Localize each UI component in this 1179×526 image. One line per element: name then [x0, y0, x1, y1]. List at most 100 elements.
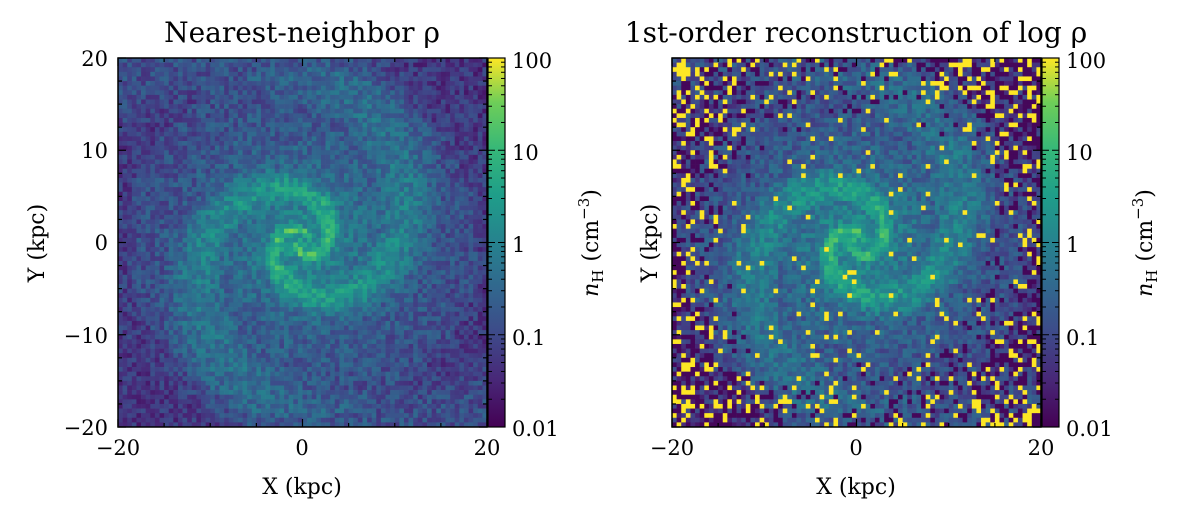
density-cell	[440, 311, 446, 317]
density-cell	[302, 200, 308, 206]
density-cell	[279, 339, 285, 345]
density-cell	[440, 108, 446, 114]
density-cell	[330, 274, 336, 280]
density-cell	[445, 274, 451, 280]
density-cell	[154, 136, 160, 142]
density-cell	[371, 81, 377, 87]
density-cell	[385, 270, 391, 276]
density-cell	[196, 113, 202, 119]
density-cell	[196, 339, 202, 345]
density-cell	[344, 127, 349, 133]
density-cell	[463, 237, 469, 243]
density-cell	[265, 260, 271, 266]
density-cell	[450, 187, 456, 193]
density-cell	[228, 265, 234, 271]
density-cell	[228, 247, 234, 253]
density-cell	[219, 260, 225, 266]
density-cell	[150, 293, 156, 299]
density-cell	[228, 224, 234, 230]
density-cell	[210, 330, 216, 336]
density-cell	[454, 58, 460, 63]
density-cell	[219, 228, 225, 234]
density-cell	[293, 251, 299, 257]
density-cell	[320, 113, 326, 119]
density-cell	[279, 274, 285, 280]
density-cell	[228, 168, 234, 174]
density-cell	[385, 200, 391, 206]
density-cell	[417, 113, 423, 119]
density-cell	[473, 117, 479, 123]
density-cell	[445, 270, 451, 276]
density-cell	[228, 62, 234, 68]
density-cell	[413, 256, 419, 262]
density-cell	[256, 131, 262, 137]
density-cell	[279, 187, 285, 193]
density-cell	[168, 307, 174, 313]
density-cell	[177, 177, 183, 183]
density-cell	[154, 76, 160, 82]
density-cell	[118, 104, 123, 110]
density-cell	[219, 191, 225, 197]
density-cell	[450, 182, 456, 188]
density-cell	[182, 191, 188, 197]
density-cell	[408, 200, 414, 206]
density-cell	[284, 81, 290, 87]
density-cell	[284, 154, 290, 160]
density-cell	[168, 274, 174, 280]
density-cell	[477, 210, 483, 216]
density-cell	[288, 71, 294, 77]
density-cell	[150, 131, 156, 137]
density-cell	[353, 219, 359, 225]
density-cell	[330, 164, 336, 170]
density-cell	[293, 76, 299, 82]
density-cell	[362, 131, 368, 137]
density-cell	[242, 150, 248, 156]
density-cell	[279, 316, 285, 322]
density-cell	[191, 307, 197, 313]
density-cell	[219, 71, 225, 77]
density-cell	[311, 288, 317, 294]
density-cell	[362, 265, 368, 271]
density-cell	[399, 159, 405, 165]
density-cell	[118, 339, 123, 345]
density-cell	[385, 104, 391, 110]
density-cell	[168, 228, 174, 234]
density-cell	[173, 81, 179, 87]
density-cell	[427, 117, 432, 123]
density-cell	[445, 214, 451, 220]
density-cell	[173, 67, 179, 73]
density-cell	[141, 214, 147, 220]
density-cell	[348, 288, 354, 294]
density-cell	[173, 228, 179, 234]
density-cell	[228, 150, 234, 156]
density-cell	[233, 71, 239, 77]
density-cell	[196, 67, 202, 73]
density-cell	[427, 224, 432, 230]
density-cell	[224, 228, 230, 234]
density-cell	[325, 187, 331, 193]
density-cell	[320, 320, 326, 326]
density-cell	[164, 159, 170, 165]
density-cell	[256, 81, 262, 87]
density-cell	[214, 265, 220, 271]
density-cell	[270, 159, 276, 165]
density-cell	[482, 293, 487, 299]
density-cell	[173, 94, 179, 100]
density-cell	[187, 316, 193, 322]
density-cell	[380, 168, 386, 174]
density-cell	[127, 104, 133, 110]
density-cell	[288, 237, 294, 243]
density-cell	[385, 228, 391, 234]
density-cell	[141, 247, 147, 253]
density-cell	[477, 265, 483, 271]
density-cell	[191, 191, 197, 197]
density-cell	[297, 62, 303, 68]
density-cell	[136, 279, 142, 285]
density-cell	[270, 214, 276, 220]
density-cell	[219, 343, 225, 349]
density-cell	[214, 191, 220, 197]
density-cell	[357, 85, 363, 91]
density-cell	[413, 339, 419, 345]
density-cell	[307, 297, 313, 303]
density-cell	[260, 150, 266, 156]
